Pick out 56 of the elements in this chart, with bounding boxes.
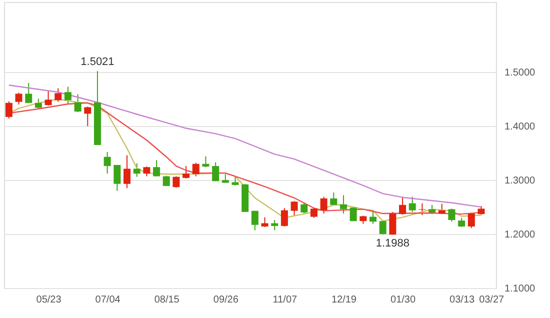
- x-tick-label: 03/13: [450, 294, 476, 306]
- y-tick-label: 1.2000: [504, 230, 536, 241]
- x-tick-label: 09/26: [213, 294, 239, 306]
- candlestick: [320, 196, 328, 214]
- candlestick: [5, 100, 12, 120]
- candlestick: [340, 194, 347, 214]
- candlestick: [44, 90, 52, 106]
- candlestick: [54, 88, 62, 102]
- candlestick: [271, 220, 278, 231]
- candlestick: [133, 162, 140, 178]
- annotation: 1.1988: [376, 238, 410, 250]
- candlestick: [389, 211, 396, 236]
- y-tick-label: 1.4000: [504, 122, 536, 133]
- candlestick: [330, 192, 338, 206]
- y-tick-label: 1.3000: [504, 176, 536, 187]
- candlestick: [64, 86, 72, 106]
- annotation: 1.5021: [80, 56, 114, 68]
- candlestick: [251, 210, 258, 231]
- candlestick: [370, 210, 376, 224]
- candlestick: [408, 196, 416, 212]
- x-tick-label: 11/07: [272, 294, 298, 306]
- candlestick: [114, 164, 121, 192]
- x-tick-label: 12/19: [331, 294, 357, 306]
- candlestick: [418, 202, 426, 216]
- line-series: [8, 84, 482, 208]
- candlestick: [290, 200, 298, 217]
- candlestick: [84, 106, 92, 127]
- candlestick: [458, 217, 466, 228]
- candlestick: [448, 208, 456, 222]
- candlestick: [182, 166, 190, 179]
- candlestick: [172, 176, 180, 188]
- y-tick-label: 1.1000: [504, 284, 536, 294]
- candlestick: [34, 98, 42, 109]
- candlestick: [468, 212, 475, 229]
- candlestick: [192, 162, 200, 177]
- candlestick: [261, 216, 268, 228]
- candlestick: [202, 156, 210, 168]
- candlestick: [153, 160, 160, 177]
- x-tick-label: 03/27: [479, 294, 505, 306]
- candlestick: [300, 202, 308, 215]
- candlestick: [104, 152, 111, 174]
- x-tick-label: 07/04: [95, 294, 121, 306]
- candlestick: [74, 94, 82, 113]
- x-tick-label: 08/15: [154, 294, 180, 306]
- y-tick-label: 1.5000: [504, 68, 536, 79]
- candlestick: [399, 196, 406, 216]
- candlestick: [15, 92, 22, 106]
- candlestick: [428, 204, 436, 215]
- candlestick: [25, 82, 32, 104]
- candlestick: [379, 220, 386, 235]
- candlestick: [280, 208, 288, 227]
- candlestick: [212, 162, 220, 182]
- x-tick-label: 05/23: [36, 294, 62, 306]
- candlestick: [124, 154, 130, 189]
- x-tick-label: 01/30: [390, 294, 416, 306]
- candlestick: [143, 166, 150, 177]
